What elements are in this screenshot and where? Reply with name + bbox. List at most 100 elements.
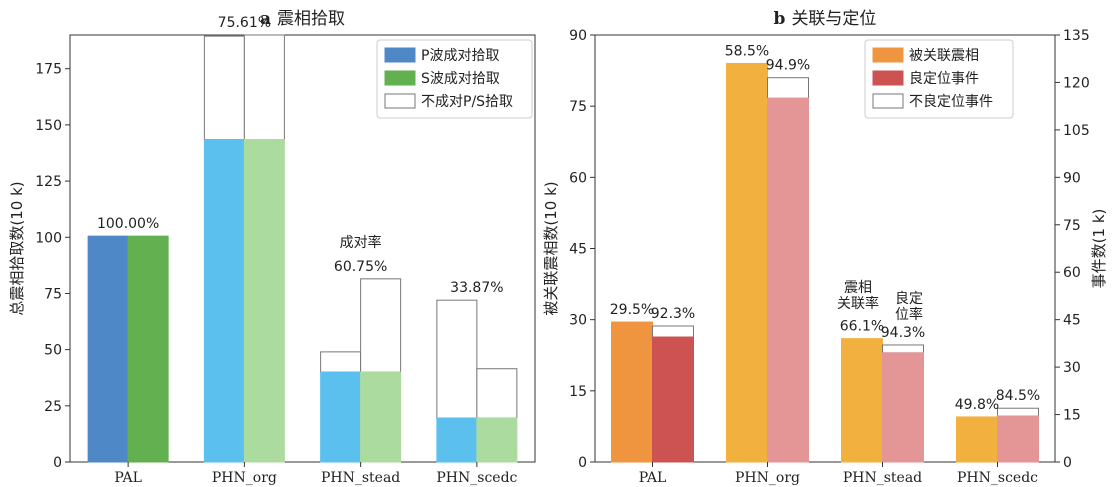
bar-b-bad-events [882, 344, 924, 354]
panel-b-y2tick-label: 15 [1063, 408, 1081, 424]
bar-b-bad-events [767, 77, 809, 99]
bar-b-associated [956, 416, 998, 463]
bar-a-p-paired [436, 417, 478, 463]
panel-b-y2tick-label: 90 [1063, 170, 1081, 186]
bar-b-associated [611, 321, 653, 463]
panel-b-legend-label: 良定位事件 [909, 71, 979, 87]
panel-a-xtick-label: PAL [114, 470, 142, 486]
panel-b-y2tick-label: 60 [1063, 265, 1081, 281]
panel-b-xtick-label: PHN_org [735, 470, 800, 486]
panel-a-legend-swatch [384, 70, 416, 86]
panel-a-legend-label: S波成对拾取 [421, 71, 500, 87]
panel-a-label: a [260, 9, 271, 29]
panel-a-xtick-label: PHN_org [212, 470, 277, 486]
panel-a: 0 25 50 75 100 125 150 175 PAL 100.00% PHN_org 75.6… [8, 9, 536, 486]
panel-b-annotation-right: 位率 [895, 306, 923, 323]
bar-b-bad-events [652, 325, 694, 338]
panel-a-bar-label: 33.87% [450, 280, 503, 296]
panel-b-bar-label-right: 84.5% [996, 388, 1040, 404]
panel-b-bar-label-left: 66.1% [840, 319, 884, 335]
panel-a-ylabel: 总震相拾取数(10 k) [8, 181, 26, 315]
panel-b-legend-swatch [872, 93, 904, 109]
panel-a-ytick-label: 150 [35, 118, 62, 134]
panel-b-ytick-label: 30 [569, 313, 587, 329]
panel-a-ytick-label: 75 [44, 286, 62, 302]
panel-a-ytick-label: 100 [35, 230, 62, 246]
panel-b-legend-label: 不良定位事件 [909, 94, 993, 110]
panel-a-ytick-label: 125 [35, 174, 62, 190]
bar-a-p-paired [203, 139, 245, 463]
panel-a-plot-frame [69, 34, 536, 463]
panel-b-y2tick-label: 105 [1063, 123, 1090, 139]
panel-b-title: 关联与定位 [791, 9, 876, 29]
panel-b-ytick-label: 75 [569, 99, 587, 115]
panel-b-ylabel: 被关联震相数(10 k) [542, 181, 560, 315]
panel-a-title: 震相拾取 [277, 9, 345, 29]
panel-a-legend-swatch [384, 93, 416, 109]
panel-a-bar-label: 75.61% [218, 15, 271, 31]
bar-b-associated [841, 338, 883, 463]
bar-b-good-events [767, 97, 809, 463]
panel-a-xtick-label: PHN_stead [321, 470, 400, 486]
panel-a-ytick-label: 175 [35, 62, 62, 78]
bar-b-good-events [882, 352, 924, 463]
panel-a-ytick-label: 50 [44, 343, 62, 359]
bar-a-p-unpaired [203, 35, 245, 141]
bar-a-p-unpaired [436, 299, 478, 419]
panel-b-ytick-label: 0 [578, 455, 587, 471]
panel-b-y2tick-label: 120 [1063, 75, 1090, 91]
panel-b: 0 15 30 45 60 75 90 0 15 30 45 60 75 90 105 120 135 PAL 29… [542, 9, 1108, 486]
panel-a-ytick-label: 0 [53, 455, 62, 471]
bar-a-p-paired [320, 371, 362, 463]
bar-a-s-paired [127, 235, 169, 463]
panel-b-y2label: 事件数(1 k) [1090, 209, 1108, 289]
bar-a-s-paired [360, 371, 402, 463]
panel-a-title-group: a 震相拾取 [260, 9, 345, 29]
panel-b-xtick-label: PAL [639, 470, 667, 486]
panel-b-y2tick-label: 0 [1063, 455, 1072, 471]
panel-b-xtick-label: PHN_scedc [957, 470, 1038, 486]
panel-b-bar-label-left: 58.5% [725, 43, 769, 59]
panel-a-bar-label: 60.75% [334, 259, 387, 275]
panel-a-ytick-label: 25 [44, 399, 62, 415]
panel-b-ytick-label: 60 [569, 170, 587, 186]
panel-b-y2tick-label: 75 [1063, 218, 1081, 234]
panel-b-ytick-label: 45 [569, 242, 587, 258]
panel-b-label: b [774, 9, 786, 29]
bar-a-s-paired [243, 139, 285, 463]
panel-b-annotation-left: 关联率 [837, 295, 879, 312]
panel-b-xtick-label: PHN_stead [843, 470, 922, 486]
panel-b-bar-label-right: 94.3% [881, 325, 925, 341]
panel-a-annotation: 成对率 [340, 234, 382, 251]
bar-a-s-unpaired [243, 34, 285, 141]
panel-b-ytick-label: 90 [569, 28, 587, 44]
panel-b-bar-label-left: 29.5% [610, 302, 654, 318]
panel-a-xtick-label: PHN_scedc [436, 470, 517, 486]
panel-b-annotation-left: 震相 [844, 280, 872, 296]
panel-b-ytick-label: 15 [569, 384, 587, 400]
panel-a-legend-box [376, 39, 533, 119]
bar-a-s-unpaired [360, 278, 402, 373]
panel-b-bar-label-right: 92.3% [651, 306, 695, 322]
panel-b-bar-label-left: 49.8% [955, 397, 999, 413]
bar-b-good-events [997, 415, 1039, 463]
panel-a-bar-label: 100.00% [97, 216, 159, 232]
panel-b-y2tick-label: 135 [1063, 28, 1090, 44]
bar-b-bad-events [997, 407, 1039, 417]
panel-b-y2tick-label: 30 [1063, 360, 1081, 376]
bar-a-s-paired [476, 417, 518, 463]
panel-b-legend-swatch [872, 47, 904, 63]
panel-a-legend-label: P波成对拾取 [421, 48, 499, 64]
panel-a-legend-swatch [384, 47, 416, 63]
panel-b-title-group: b 关联与定位 [774, 9, 877, 29]
panel-b-legend-swatch [872, 70, 904, 86]
bar-a-p-unpaired [320, 351, 362, 373]
bar-b-good-events [652, 336, 694, 463]
bar-a-p-paired [87, 235, 129, 463]
bar-b-associated [726, 62, 768, 463]
panel-a-legend-label: 不成对P/S拾取 [421, 94, 513, 110]
panel-b-annotation-right: 良定 [895, 291, 923, 307]
